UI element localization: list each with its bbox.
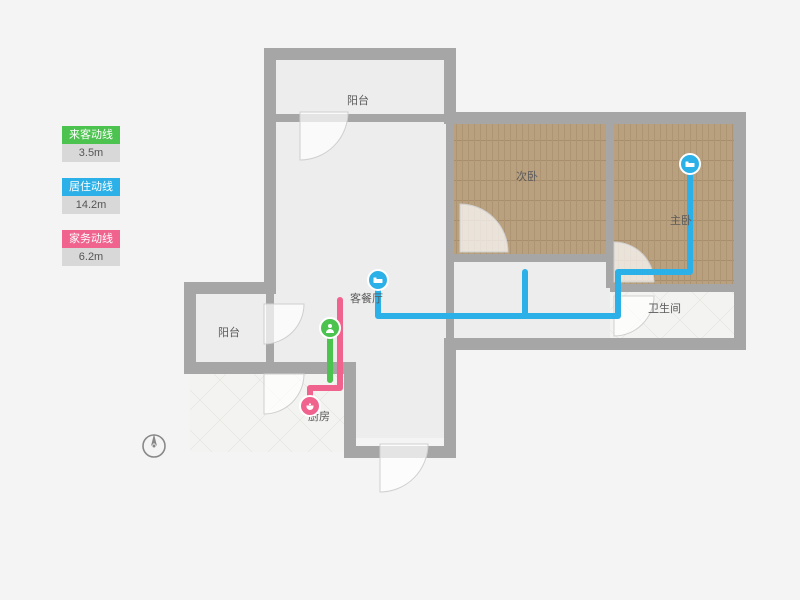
room-label: 阳台 [347,92,369,108]
room-label: 客餐厅 [350,290,383,306]
room-label: 卫生间 [648,300,681,316]
node-chore-icon [299,395,321,417]
compass-icon [140,432,168,465]
node-guest-icon [319,317,341,339]
room-label: 主卧 [670,212,692,228]
room-label: 阳台 [218,324,240,340]
node-living-icon-0 [367,269,389,291]
room-label: 次卧 [516,168,538,184]
node-living-icon-1 [679,153,701,175]
